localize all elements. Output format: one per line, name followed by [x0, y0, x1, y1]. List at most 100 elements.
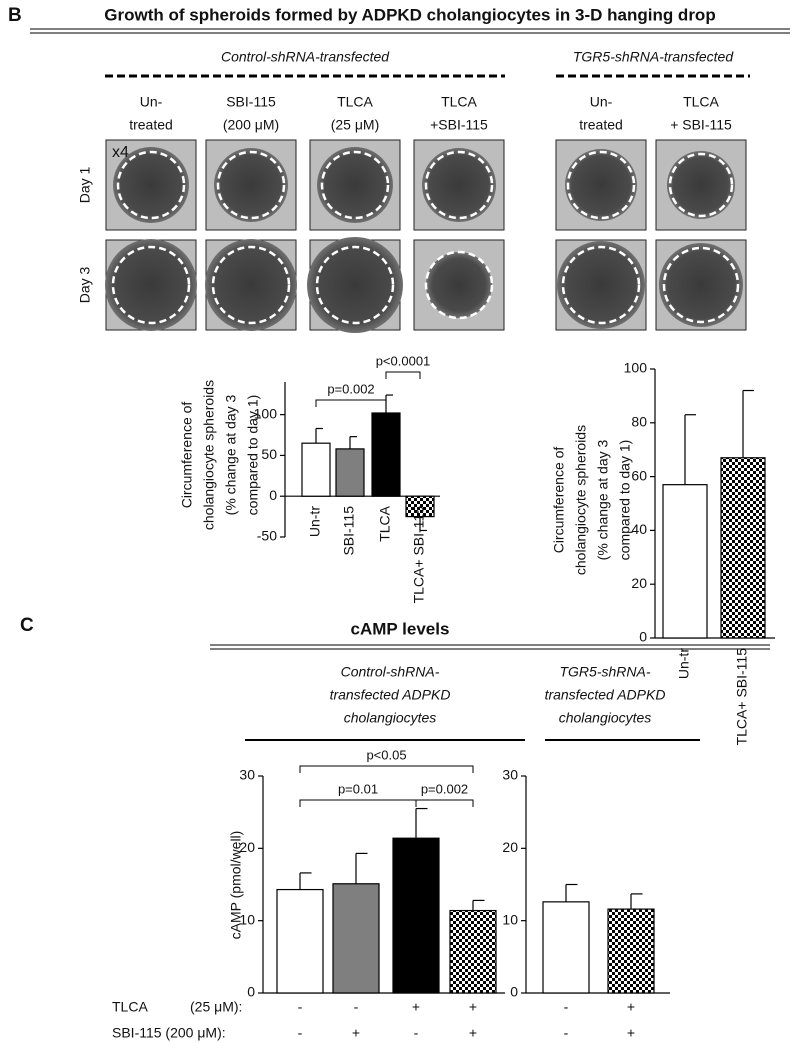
- column-label: (200 μM): [223, 117, 279, 133]
- group-title: Control-shRNA-transfected: [221, 49, 390, 65]
- y-axis-label: cAMP (pmol/well): [228, 831, 244, 940]
- outline: [561, 245, 641, 325]
- p-value: p<0.0001: [376, 353, 431, 368]
- y-tick-label: 20: [631, 575, 647, 591]
- treatment-sign: -: [298, 999, 303, 1015]
- y-tick-label: 10: [502, 911, 518, 927]
- significance-bracket: [299, 799, 417, 807]
- spheroid: [307, 237, 403, 333]
- bar: [662, 484, 708, 639]
- y-tick-label: 100: [254, 405, 278, 421]
- treatment-label: (25 μM):: [190, 999, 242, 1015]
- treatment-sign: +: [627, 1025, 635, 1041]
- outline: [566, 150, 636, 220]
- y-tick-label: 0: [269, 487, 277, 503]
- y-axis-label: compared to day 1): [245, 395, 261, 516]
- spheroid: [426, 252, 492, 318]
- treatment-sign: -: [298, 1025, 303, 1041]
- group-title: cholangiocytes: [344, 710, 437, 726]
- column-label: + SBI-115: [670, 117, 732, 133]
- panel-title: Growth of spheroids formed by ADPKD chol…: [104, 5, 715, 24]
- row-label: Day 3: [77, 267, 93, 304]
- y-tick-label: 10: [239, 911, 255, 927]
- column-label: treated: [579, 117, 623, 133]
- panel-title: cAMP levels: [351, 619, 450, 638]
- significance-bracket: [299, 765, 474, 773]
- panel-label: C: [20, 615, 34, 636]
- bar: [449, 909, 497, 994]
- spheroid: [105, 239, 197, 331]
- bar: [542, 901, 590, 994]
- y-tick-label: 50: [261, 446, 277, 462]
- bar: [276, 888, 324, 994]
- spheroid: [317, 147, 393, 223]
- outline: [668, 152, 734, 218]
- y-axis-label: Circumference of: [551, 447, 567, 554]
- p-value: p=0.002: [327, 381, 374, 396]
- group-title: TGR5-shRNA-: [559, 664, 650, 680]
- treatment-sign: -: [354, 999, 359, 1015]
- y-tick-label: 0: [639, 629, 647, 645]
- outline: [424, 150, 494, 220]
- outline: [211, 245, 291, 325]
- p-value: p<0.05: [366, 747, 406, 762]
- y-tick-label: 60: [631, 467, 647, 483]
- y-axis-label: cholangiocyte spheroids: [573, 425, 589, 575]
- outline: [315, 245, 395, 325]
- y-tick-label: -50: [257, 528, 277, 544]
- bar: [335, 448, 365, 497]
- column-label: Un-: [140, 94, 163, 110]
- column-label: TLCA: [683, 94, 719, 110]
- y-tick-label: 80: [631, 414, 647, 430]
- x-tick-label: TLCA+ SBI-115: [734, 648, 750, 746]
- outline: [111, 245, 191, 325]
- p-value: p=0.01: [338, 781, 378, 796]
- magnification: x4: [112, 144, 129, 161]
- bar: [607, 908, 655, 994]
- bar: [332, 883, 380, 994]
- spheroid: [214, 148, 288, 222]
- row-label: Day 1: [77, 167, 93, 204]
- spheroid: [557, 241, 645, 329]
- group-title: transfected ADPKD: [545, 687, 666, 703]
- outline: [424, 250, 494, 320]
- significance-bracket: [315, 399, 387, 407]
- spheroid: [205, 239, 297, 331]
- outline: [116, 150, 186, 220]
- significance-bracket: [415, 799, 474, 807]
- bar: [371, 412, 401, 497]
- spheroid: [113, 147, 189, 223]
- y-tick-label: 30: [239, 767, 255, 783]
- spheroid: [565, 149, 637, 221]
- y-axis-label: (% change at day 3: [223, 394, 239, 515]
- treatment-sign: -: [564, 999, 569, 1015]
- y-tick-label: 40: [631, 521, 647, 537]
- column-label: TLCA: [441, 94, 477, 110]
- x-tick-label: Un-tr: [676, 648, 692, 679]
- outline: [216, 150, 286, 220]
- panel-label: B: [8, 5, 22, 26]
- treatment-sign: +: [412, 999, 420, 1015]
- group-title: Control-shRNA-: [341, 664, 440, 680]
- bar: [301, 442, 331, 497]
- y-tick-label: 100: [624, 360, 648, 376]
- y-tick-label: 30: [502, 767, 518, 783]
- x-tick-label: SBI-115: [341, 506, 357, 556]
- group-title: transfected ADPKD: [330, 687, 451, 703]
- treatment-label: TLCA: [112, 999, 148, 1015]
- bar: [392, 837, 440, 994]
- treatment-sign: -: [414, 1025, 419, 1041]
- spheroid: [422, 148, 496, 222]
- p-value: p=0.002: [421, 781, 468, 796]
- outline: [662, 246, 740, 324]
- y-tick-label: 20: [239, 839, 255, 855]
- y-axis-label: (% change at day 3: [595, 439, 611, 560]
- y-axis-label: cholangiocyte spheroids: [201, 380, 217, 530]
- treatment-sign: +: [469, 999, 477, 1015]
- bar: [720, 457, 766, 639]
- y-axis-label: compared to day 1): [617, 440, 633, 561]
- significance-bracket: [385, 371, 421, 379]
- treatment-sign: +: [352, 1025, 360, 1041]
- column-label: treated: [129, 117, 173, 133]
